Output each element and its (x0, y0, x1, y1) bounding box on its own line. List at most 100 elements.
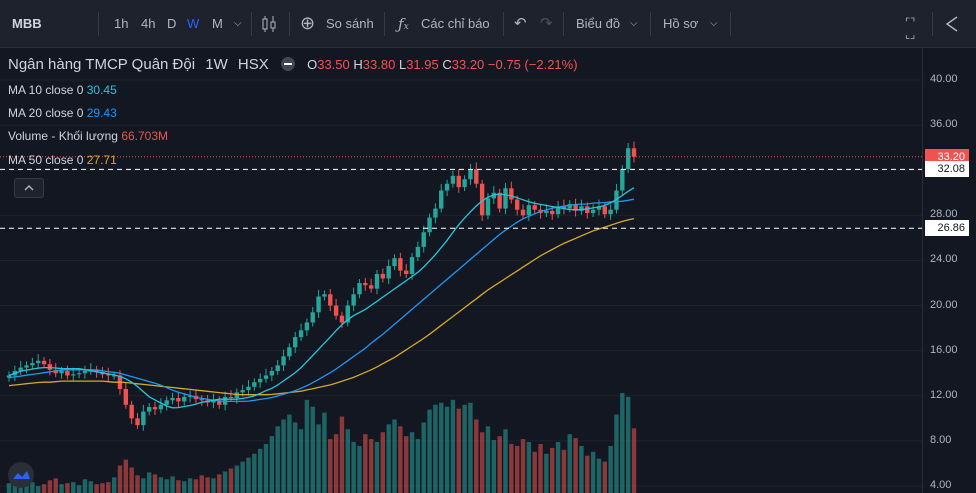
chevron-down-icon[interactable]: ⌵ (234, 18, 242, 29)
candle-body (456, 175, 461, 188)
volume-bar (252, 453, 257, 493)
volume-bar (614, 414, 619, 493)
candle-body (59, 370, 64, 374)
volume-bar (357, 445, 362, 493)
interval-4h-button[interactable]: 4h (141, 16, 156, 31)
fullscreen-icon[interactable]: ⌜⌝ ⌞⌟ (905, 17, 916, 41)
volume-bar (491, 440, 497, 493)
candle-body (141, 411, 146, 426)
toolbar-divider (503, 12, 504, 36)
candle-body (187, 395, 193, 397)
redo-icon[interactable]: ↷ (540, 15, 553, 32)
ma10-legend[interactable]: MA 10 close 0 30.45 (8, 83, 117, 97)
volume-bar (94, 484, 99, 493)
candle-body (631, 148, 637, 157)
volume-bar (602, 461, 607, 493)
interval-w-button[interactable]: W (187, 16, 200, 31)
interval-d-button[interactable]: D (167, 16, 177, 31)
interval-1h-button[interactable]: 1h (114, 16, 129, 31)
volume-bar (269, 436, 275, 493)
candle-body (65, 370, 70, 376)
volume-bar (246, 457, 251, 493)
volume-bar (100, 483, 105, 493)
share-icon[interactable] (944, 0, 968, 48)
candle-body (439, 190, 444, 209)
candle-body (228, 396, 234, 399)
symbol-search-button[interactable]: MBB (12, 16, 42, 31)
candle-body (444, 183, 450, 191)
toolbar-divider (730, 12, 731, 36)
candle-body (76, 373, 82, 375)
candle-style-icon[interactable] (261, 0, 277, 48)
volume-bar (409, 432, 415, 493)
top-toolbar: MBB 1h 4h D W M ⌵ ⊕ So sánh ƒx Các chỉ b… (0, 0, 976, 48)
volume-bar (152, 474, 158, 493)
volume-bar (526, 442, 532, 493)
volume-bar (561, 449, 567, 493)
volume-bar (462, 404, 467, 493)
toolbar-divider (98, 12, 99, 36)
volume-bar (596, 458, 602, 493)
volume-bar (351, 442, 356, 493)
candle-body (152, 407, 158, 410)
horizontal-line-label[interactable]: 32.08 (925, 161, 969, 178)
compare-button[interactable]: So sánh (326, 16, 374, 31)
candle-body (368, 285, 374, 289)
volume-bar (217, 474, 222, 493)
volume-bar (316, 424, 321, 493)
volume-bar (444, 406, 450, 493)
candle-body (485, 198, 491, 216)
volume-bar (82, 479, 88, 493)
candle-body (146, 407, 152, 412)
price-axis[interactable] (922, 48, 976, 493)
volume-bar (53, 478, 58, 493)
price-chart-canvas[interactable] (0, 48, 922, 493)
indicators-button[interactable]: Các chỉ báo (421, 16, 490, 31)
candle-body (590, 209, 596, 214)
volume-bar (403, 436, 409, 493)
volume-bar (6, 483, 12, 493)
collapse-legend-button[interactable] (14, 178, 44, 198)
tradingview-logo-icon[interactable] (8, 462, 34, 488)
market-status-icon[interactable] (280, 57, 295, 71)
candle-body (6, 375, 12, 378)
profile-button[interactable]: Hồ sơ (663, 16, 699, 31)
candle-body (170, 398, 175, 401)
volume-bar (71, 482, 76, 493)
volume-bar (146, 472, 152, 493)
volume-bar (240, 461, 245, 493)
volume-bar (76, 485, 82, 493)
candle-body (304, 322, 310, 331)
candle-body (520, 209, 526, 216)
candle-body (257, 378, 263, 383)
volume-bar (433, 404, 438, 493)
candle-body (281, 356, 286, 366)
chevron-down-icon[interactable]: ⌵ (630, 18, 638, 29)
volume-bar (36, 486, 41, 493)
candle-body (211, 400, 216, 403)
interval-m-button[interactable]: M (212, 16, 223, 31)
candle-body (386, 266, 391, 279)
volume-bar (427, 409, 432, 493)
candle-body (555, 206, 561, 215)
candle-body (573, 204, 578, 211)
horizontal-line-label[interactable]: 26.86 (925, 220, 969, 237)
volume-bar (41, 484, 47, 493)
volume-bar (585, 455, 590, 493)
candle-body (123, 389, 129, 405)
ohlc-values: O33.50 H33.80 L31.95 C33.20 −0.75 (−2.21… (307, 57, 578, 72)
chevron-down-icon[interactable]: ⌵ (710, 18, 718, 29)
chart-type-button[interactable]: Biểu đồ (576, 16, 621, 31)
ma50-legend[interactable]: MA 50 close 0 27.71 (8, 153, 117, 167)
candle-body (415, 246, 421, 258)
volume-bar (275, 426, 280, 493)
volume-bar (474, 419, 479, 493)
ma20-legend[interactable]: MA 20 close 0 29.43 (8, 106, 117, 120)
compare-plus-icon[interactable]: ⊕ (300, 13, 316, 33)
candle-body (234, 392, 240, 399)
volume-bar (573, 438, 578, 493)
indicators-fx-icon[interactable]: ƒx (398, 15, 409, 33)
volume-bar (287, 414, 292, 493)
volume-legend[interactable]: Volume - Khối lượng 66.703M (8, 129, 169, 143)
undo-icon[interactable]: ↶ (514, 15, 527, 32)
